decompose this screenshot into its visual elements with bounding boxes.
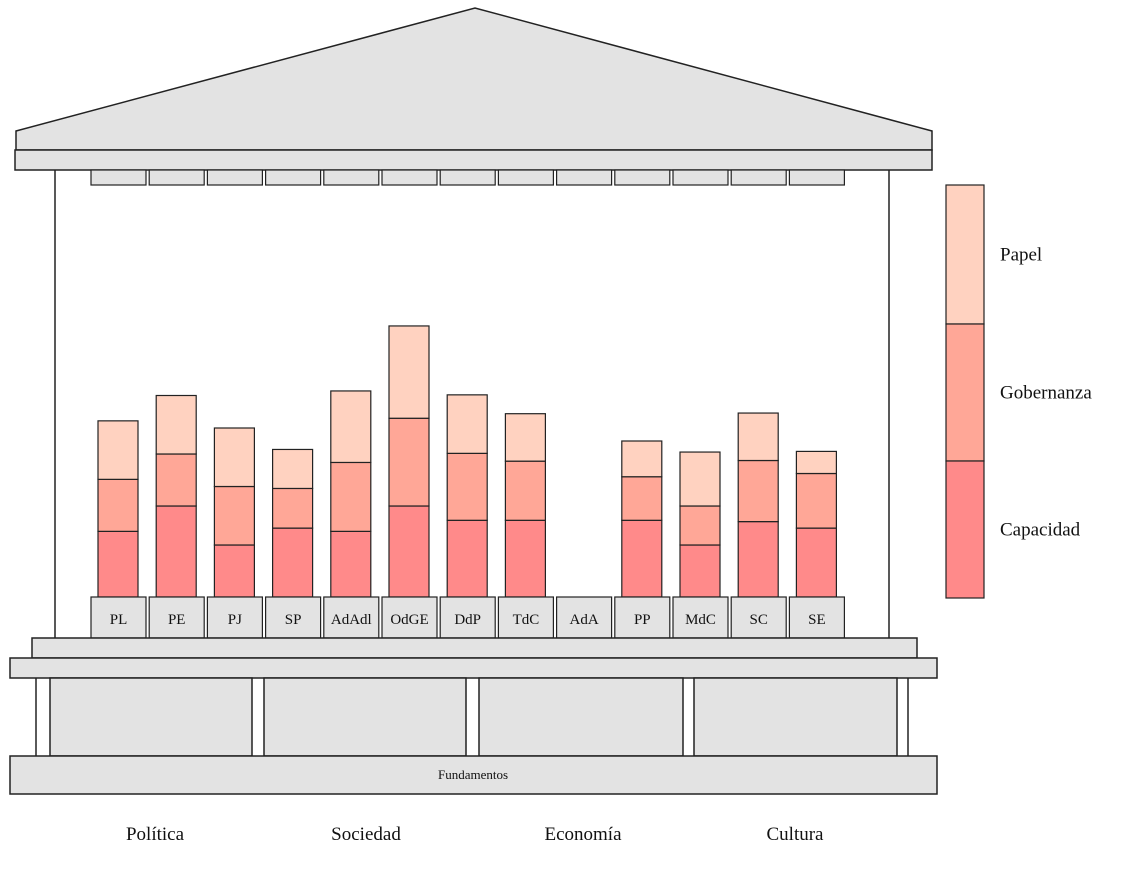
pillar-label-ddp: DdP <box>454 612 481 628</box>
bar-segment-gobernanza-pe <box>155 453 197 507</box>
capital-block <box>90 169 147 186</box>
pillar-base-pl <box>90 596 147 639</box>
bar-segment-papel-tdc <box>504 413 546 462</box>
bar-segment-capacidad-ddp <box>446 519 488 598</box>
bar-segment-capacidad-pe <box>155 505 197 598</box>
foundation-block-sociedad <box>263 677 467 757</box>
bar-segment-gobernanza-pl <box>97 478 139 532</box>
capital-block <box>381 169 438 186</box>
pillar-base-ddp <box>439 596 496 639</box>
bar-segment-gobernanza-pj <box>213 485 255 546</box>
bar-segment-capacidad-pj <box>213 544 255 598</box>
capital-block <box>730 169 787 186</box>
pillar-label-sp: SP <box>285 612 302 628</box>
pillar-label-adadl: AdAdl <box>331 612 372 628</box>
bar-segment-papel-se <box>795 450 838 475</box>
pillar-label-odge: OdGE <box>390 612 428 628</box>
foundation-label-politica: Política <box>126 824 185 845</box>
bar-segment-capacidad-pl <box>97 530 139 598</box>
foundation-block-politica <box>49 677 253 757</box>
foundation-block-cultura <box>693 677 898 757</box>
fundamentos-base <box>9 755 938 795</box>
capital-block <box>323 169 380 186</box>
legend-swatch-gobernanza <box>945 323 985 462</box>
stylobate-top <box>31 637 918 659</box>
bar-segment-capacidad-se <box>795 527 838 598</box>
legend-swatch-capacidad <box>945 460 985 599</box>
legend: Papel Gobernanza Capacidad <box>945 184 1092 599</box>
pillar-base-odge <box>381 596 438 639</box>
stylobate-bottom <box>9 657 938 679</box>
bar-segment-capacidad-pp <box>621 519 663 598</box>
foundation-block-economia <box>478 677 684 757</box>
bar-segment-gobernanza-tdc <box>504 460 546 521</box>
bar-segment-papel-odge <box>388 325 430 419</box>
pillar-base-pe <box>148 596 205 639</box>
capital-block <box>206 169 263 186</box>
bar-segment-gobernanza-sp <box>272 487 314 529</box>
bar-segment-gobernanza-pp <box>621 476 663 521</box>
bar-segment-papel-pj <box>213 427 255 488</box>
bar-segment-gobernanza-sc <box>737 459 779 523</box>
fundamentos-label: Fundamentos <box>438 767 508 782</box>
bar-segment-capacidad-sc <box>737 520 779 598</box>
bar-segment-papel-sc <box>737 412 779 462</box>
capital-block <box>497 169 554 186</box>
legend-label-papel: Papel <box>1000 245 1042 266</box>
pillar-base-mdc <box>672 596 729 639</box>
foundation-label-economia: Economía <box>544 824 622 845</box>
capital-block <box>555 169 613 186</box>
legend-label-capacidad: Capacidad <box>1000 520 1081 541</box>
pillar-label-ada: AdA <box>570 612 599 628</box>
pillar-base-adadl <box>323 596 380 639</box>
bar-segment-papel-pe <box>155 394 197 455</box>
bar-segment-capacidad-tdc <box>504 519 546 598</box>
bar-segment-gobernanza-se <box>795 472 838 529</box>
temple-roof <box>15 7 933 151</box>
pillar-label-se: SE <box>808 612 826 628</box>
capitals-row <box>90 169 846 186</box>
foundation-blocks <box>35 677 909 757</box>
bar-segment-papel-sp <box>272 448 314 490</box>
pillar-label-pe: PE <box>168 612 186 628</box>
bar-segment-papel-ddp <box>446 394 488 454</box>
bar-segment-gobernanza-ddp <box>446 452 488 521</box>
pillar-base-pj <box>206 596 263 639</box>
bar-segment-capacidad-odge <box>388 505 430 598</box>
bar-segment-capacidad-mdc <box>679 544 721 598</box>
pillar-label-pj: PJ <box>228 612 242 628</box>
capital-block <box>788 169 846 186</box>
bar-segment-papel-mdc <box>679 451 721 507</box>
foundation-label-sociedad: Sociedad <box>331 824 401 845</box>
bar-segment-gobernanza-odge <box>388 417 430 507</box>
pillar-base-sc <box>730 596 787 639</box>
capital-block <box>265 169 322 186</box>
bar-segment-papel-adadl <box>330 390 372 464</box>
foundation-label-cultura: Cultura <box>767 824 825 845</box>
bar-segment-papel-pp <box>621 440 663 478</box>
pillar-label-sc: SC <box>750 612 768 628</box>
pillar-bases: PL PE PJ SP AdAdl OdGE DdP TdC AdA PP MdC SC SE <box>90 596 846 639</box>
capital-block <box>614 169 671 186</box>
legend-label-gobernanza: Gobernanza <box>1000 383 1092 404</box>
pillar-stacks <box>97 325 838 598</box>
bar-segment-papel-pl <box>97 420 139 480</box>
bar-segment-capacidad-adadl <box>330 530 372 598</box>
capital-block <box>439 169 496 186</box>
capital-block <box>148 169 205 186</box>
bar-segment-gobernanza-mdc <box>679 505 721 546</box>
pillar-label-tdc: TdC <box>513 612 540 628</box>
pillar-label-mdc: MdC <box>685 612 716 628</box>
pillar-base-se <box>788 596 846 639</box>
pillar-base-sp <box>265 596 322 639</box>
pillar-label-pp: PP <box>634 612 651 628</box>
bar-segment-capacidad-sp <box>272 527 314 598</box>
architrave <box>14 149 933 171</box>
bar-segment-gobernanza-adadl <box>330 461 372 532</box>
pillar-label-pl: PL <box>110 612 128 628</box>
capital-block <box>672 169 729 186</box>
legend-swatch-papel <box>945 184 985 325</box>
